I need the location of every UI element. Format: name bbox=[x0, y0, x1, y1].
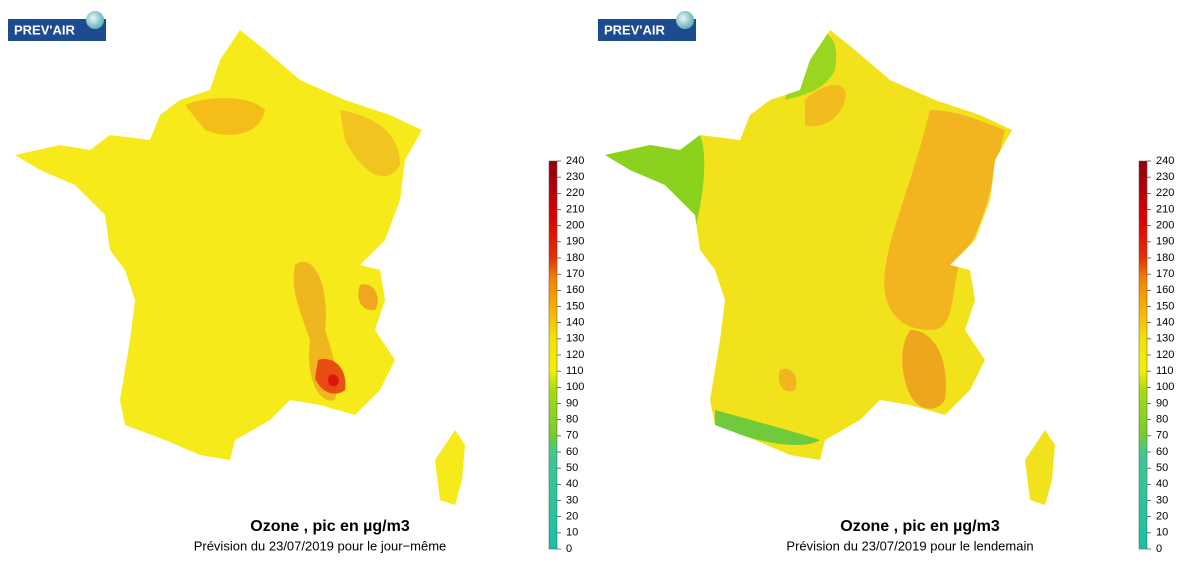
map-france bbox=[15, 30, 422, 460]
map-zones bbox=[185, 98, 400, 401]
scale-tick-label: 160 bbox=[566, 284, 584, 296]
ozone-zone bbox=[328, 374, 339, 387]
logo-box bbox=[598, 19, 696, 41]
ozone-zone bbox=[340, 110, 400, 177]
scale-tick-label: 60 bbox=[566, 446, 578, 458]
ozone-zone bbox=[902, 330, 946, 409]
scale-tick-label: 200 bbox=[566, 220, 584, 232]
scale-tick-label: 40 bbox=[566, 478, 578, 490]
scale-tick-label: 70 bbox=[1156, 430, 1168, 442]
scale-tick-label: 140 bbox=[1156, 317, 1174, 329]
map-subtitle: Prévision du 23/07/2019 pour le jour−mêm… bbox=[194, 538, 447, 553]
scale-tick-label: 230 bbox=[1156, 171, 1174, 183]
scale-tick-label: 80 bbox=[1156, 414, 1168, 426]
map-corsica bbox=[1025, 430, 1055, 505]
scale-tick-label: 210 bbox=[1156, 203, 1174, 215]
scale-tick-label: 100 bbox=[1156, 381, 1174, 393]
logo-text: PREV'AIR bbox=[604, 22, 665, 37]
scale-tick-label: 30 bbox=[1156, 494, 1168, 506]
ozone-zone bbox=[884, 110, 1005, 330]
scale-tick-label: 40 bbox=[1156, 478, 1168, 490]
scale-tick-label: 130 bbox=[566, 333, 584, 345]
ozone-zone bbox=[185, 98, 265, 135]
scale-tick-label: 170 bbox=[1156, 268, 1174, 280]
scale-tick-label: 70 bbox=[566, 430, 578, 442]
scale-tick-label: 220 bbox=[1156, 187, 1174, 199]
scale-tick-label: 120 bbox=[1156, 349, 1174, 361]
scale-tick-label: 230 bbox=[566, 171, 584, 183]
scale-tick-label: 150 bbox=[1156, 300, 1174, 312]
scale-tick-label: 30 bbox=[566, 494, 578, 506]
scale-tick-label: 50 bbox=[566, 462, 578, 474]
logo-globe bbox=[676, 11, 694, 29]
logo-globe bbox=[86, 11, 104, 29]
scale-tick-label: 10 bbox=[566, 527, 578, 539]
scale-tick-label: 20 bbox=[1156, 511, 1168, 523]
scale-tick-label: 90 bbox=[1156, 397, 1168, 409]
scale-tick-label: 160 bbox=[1156, 284, 1174, 296]
ozone-zone bbox=[358, 284, 378, 311]
scale-tick-label: 0 bbox=[1156, 543, 1162, 555]
scale-tick-label: 240 bbox=[1156, 155, 1174, 167]
ozone-zone bbox=[715, 410, 820, 445]
color-bar bbox=[1138, 160, 1148, 550]
scale-tick-label: 120 bbox=[566, 349, 584, 361]
panel: PREV'AIR Ozone , pic en µg/m3 Prévision du… bbox=[8, 11, 584, 555]
color-bar bbox=[548, 160, 558, 550]
map-subtitle: Prévision du 23/07/2019 pour le lendemai… bbox=[786, 538, 1033, 553]
scale-tick-label: 100 bbox=[566, 381, 584, 393]
scale-tick-label: 60 bbox=[1156, 446, 1168, 458]
scale-tick-label: 130 bbox=[1156, 333, 1174, 345]
scale-tick-label: 140 bbox=[566, 317, 584, 329]
ozone-zone bbox=[778, 368, 797, 392]
map-title: Ozone , pic en µg/m3 bbox=[250, 518, 410, 535]
ozone-zone bbox=[805, 85, 846, 127]
scale-tick-label: 150 bbox=[566, 300, 584, 312]
scale-tick-label: 190 bbox=[1156, 236, 1174, 248]
logo-text: PREV'AIR bbox=[14, 22, 75, 37]
logo-box bbox=[8, 19, 106, 41]
scale-tick-label: 180 bbox=[566, 252, 584, 264]
scale-tick-label: 200 bbox=[1156, 220, 1174, 232]
scale-tick-label: 110 bbox=[566, 365, 584, 377]
scale-tick-label: 0 bbox=[566, 543, 572, 555]
map-corsica bbox=[435, 430, 465, 505]
scale-tick-label: 20 bbox=[566, 511, 578, 523]
scale-tick-label: 190 bbox=[566, 236, 584, 248]
ozone-zone bbox=[605, 135, 705, 230]
scale-tick-label: 90 bbox=[566, 397, 578, 409]
scale-tick-label: 10 bbox=[1156, 527, 1168, 539]
scale-tick-label: 110 bbox=[1156, 365, 1174, 377]
scale-tick-label: 210 bbox=[566, 203, 584, 215]
scale-tick-label: 180 bbox=[1156, 252, 1174, 264]
scale-tick-label: 80 bbox=[566, 414, 578, 426]
scale-tick-label: 170 bbox=[566, 268, 584, 280]
panel: PREV'AIR Ozone , pic en µg/m3 Prévision du… bbox=[598, 11, 1174, 555]
scale-tick-label: 240 bbox=[566, 155, 584, 167]
scale-tick-label: 50 bbox=[1156, 462, 1168, 474]
map-title: Ozone , pic en µg/m3 bbox=[840, 518, 1000, 535]
scale-tick-label: 220 bbox=[566, 187, 584, 199]
